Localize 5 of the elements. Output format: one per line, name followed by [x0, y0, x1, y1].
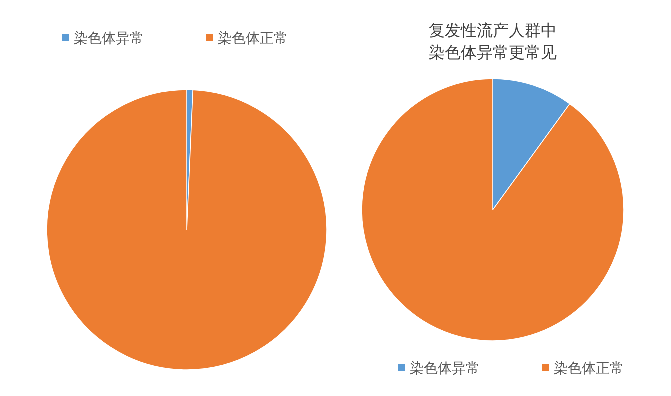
chart-title: 复发性流产人群中染色体异常更常见 [429, 21, 557, 62]
legend-label: 染色体正常 [218, 31, 288, 47]
legend-label: 染色体正常 [554, 361, 624, 377]
legend-label: 染色体异常 [74, 31, 144, 47]
legend-label: 染色体异常 [410, 361, 480, 377]
